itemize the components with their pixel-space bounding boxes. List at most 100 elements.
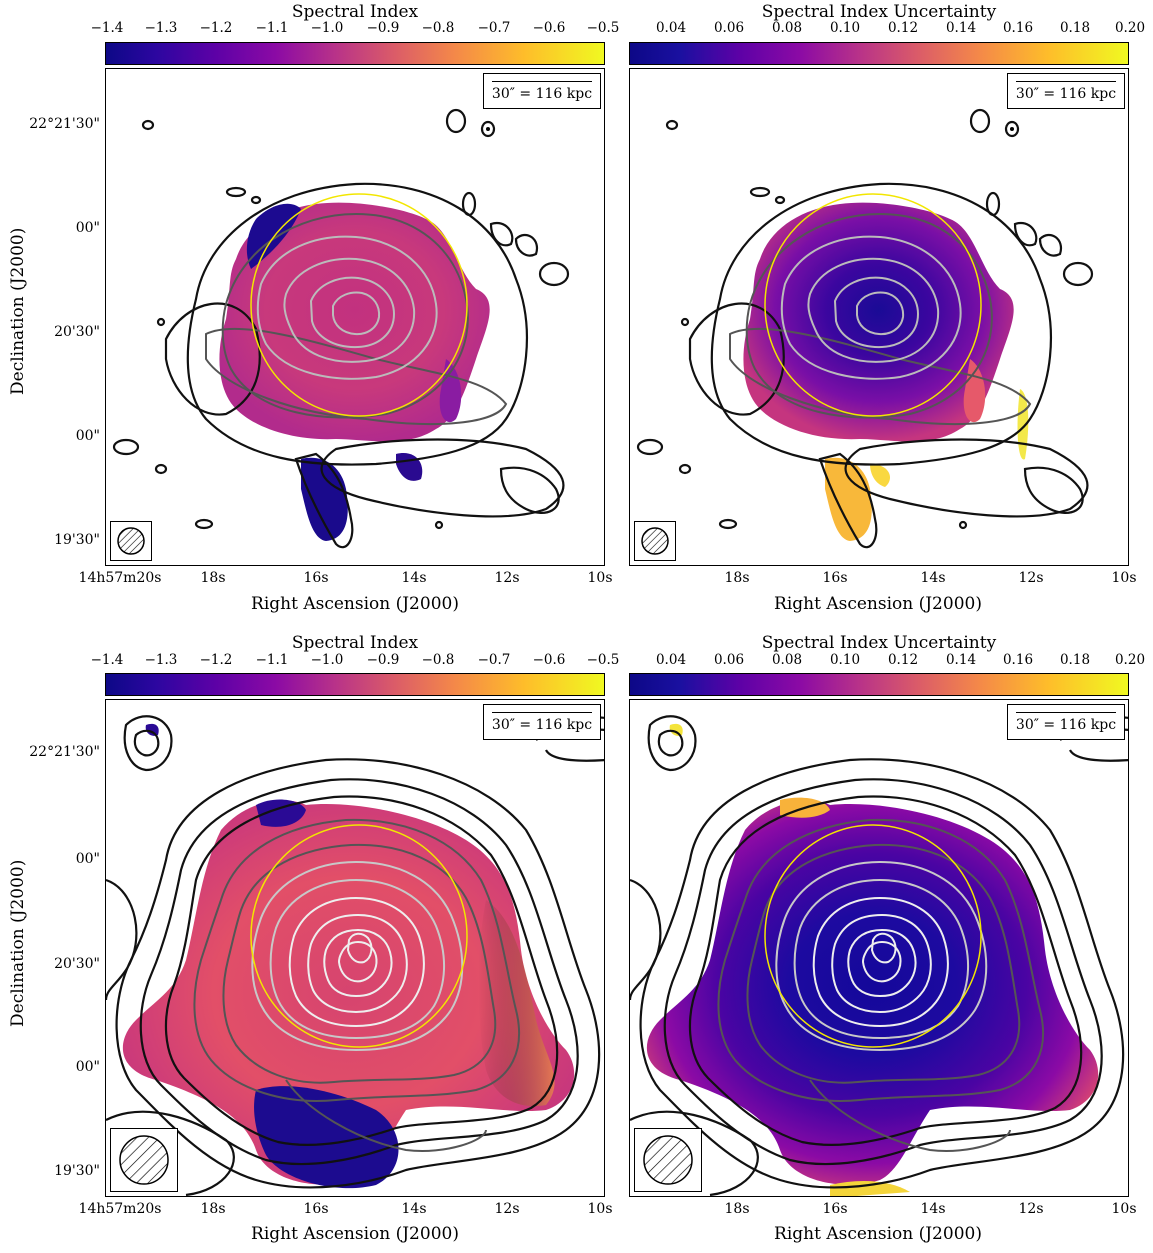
colorbar-title: Spectral Index Uncertainty bbox=[761, 2, 997, 22]
colorbar-title: Spectral Index bbox=[291, 633, 419, 653]
colorbar-tick: −1.1 bbox=[255, 20, 289, 36]
colorbar-title: Spectral Index Uncertainty bbox=[761, 633, 997, 653]
colorbar-tick: 0.12 bbox=[887, 20, 919, 36]
scale-bar: 30″ = 116 kpc bbox=[483, 73, 601, 109]
x-tick: 18s bbox=[200, 1201, 226, 1217]
y-tick: 00" bbox=[75, 851, 100, 867]
uncertainty-map bbox=[636, 108, 1094, 549]
colorbar-tick: 0.04 bbox=[655, 20, 687, 36]
colorbar-tick: −0.6 bbox=[532, 652, 566, 668]
beam-ellipse-icon bbox=[643, 1135, 693, 1185]
y-tick: 00" bbox=[75, 220, 100, 236]
colorbar-tick: 0.18 bbox=[1059, 20, 1091, 36]
colorbar-tick: 0.14 bbox=[945, 20, 977, 36]
x-tick: 14h57m20s bbox=[78, 1201, 162, 1217]
y-tick: 22°21'30" bbox=[29, 116, 100, 132]
scale-bar-label: 30″ = 116 kpc bbox=[1015, 86, 1117, 102]
colorbar-tick: −0.5 bbox=[586, 20, 620, 36]
colorbar-tick: −1.3 bbox=[144, 652, 178, 668]
x-tick: 16s bbox=[822, 1201, 848, 1217]
colorbar-tick: 0.10 bbox=[829, 20, 861, 36]
scale-bar-label: 30″ = 116 kpc bbox=[491, 717, 593, 733]
colorbar-tick: −0.9 bbox=[366, 20, 400, 36]
x-tick: 10s bbox=[1111, 570, 1137, 586]
colorbar-tick: 0.16 bbox=[1002, 652, 1034, 668]
scale-bar: 30″ = 116 kpc bbox=[1007, 704, 1125, 740]
x-tick: 16s bbox=[303, 1201, 329, 1217]
image-plot: 30″ = 116 kpc bbox=[105, 699, 605, 1197]
colorbar-tick: −1.2 bbox=[199, 652, 233, 668]
x-tick: 14s bbox=[401, 1201, 427, 1217]
colorbar-tick: −1.1 bbox=[255, 652, 289, 668]
colorbar-tick: −0.7 bbox=[477, 20, 511, 36]
beam-indicator bbox=[110, 521, 152, 561]
y-axis-title: Declination (J2000) bbox=[8, 227, 28, 395]
image-plot: 30″ = 116 kpc bbox=[105, 68, 605, 566]
colorbar-tick: 0.10 bbox=[829, 652, 861, 668]
colorbar-tick: 0.20 bbox=[1114, 20, 1146, 36]
x-tick: 10s bbox=[587, 1201, 613, 1217]
y-tick: 20'30" bbox=[54, 956, 100, 972]
scale-bar-label: 30″ = 116 kpc bbox=[491, 86, 593, 102]
colorbar-tick: −1.0 bbox=[310, 20, 344, 36]
x-axis-title: Right Ascension (J2000) bbox=[774, 594, 982, 614]
y-tick: 00" bbox=[75, 1059, 100, 1075]
colorbar-tick: 0.08 bbox=[771, 20, 803, 36]
colorbar-tick: 0.08 bbox=[771, 652, 803, 668]
y-tick: 00" bbox=[75, 428, 100, 444]
y-tick: 19'30" bbox=[54, 1163, 100, 1179]
y-tick: 19'30" bbox=[54, 532, 100, 548]
x-tick: 18s bbox=[724, 1201, 750, 1217]
colorbar-tick: 0.20 bbox=[1114, 652, 1146, 668]
x-tick: 14s bbox=[401, 570, 427, 586]
colorbar bbox=[105, 42, 605, 65]
colorbar-tick: 0.06 bbox=[713, 20, 745, 36]
x-tick: 10s bbox=[587, 570, 613, 586]
x-tick: 10s bbox=[1111, 1201, 1137, 1217]
colorbar-title: Spectral Index bbox=[291, 2, 419, 22]
colorbar-tick: −1.3 bbox=[144, 20, 178, 36]
x-tick: 12s bbox=[494, 570, 520, 586]
x-axis-title: Right Ascension (J2000) bbox=[251, 1224, 459, 1244]
colorbar-tick: −0.6 bbox=[532, 20, 566, 36]
colorbar-tick: −1.4 bbox=[90, 20, 124, 36]
x-tick: 14s bbox=[920, 1201, 946, 1217]
colorbar-tick: −0.7 bbox=[477, 652, 511, 668]
beam-ellipse-icon bbox=[119, 1135, 169, 1185]
colorbar bbox=[629, 673, 1129, 696]
colorbar-tick: 0.14 bbox=[945, 652, 977, 668]
x-tick: 14h57m20s bbox=[78, 570, 162, 586]
colorbar-tick: −0.8 bbox=[421, 20, 455, 36]
scale-bar: 30″ = 116 kpc bbox=[1007, 73, 1125, 109]
image-plot: 30″ = 116 kpc bbox=[629, 68, 1129, 566]
scale-bar-label: 30″ = 116 kpc bbox=[1015, 717, 1117, 733]
colorbar-tick: 0.16 bbox=[1002, 20, 1034, 36]
x-tick: 18s bbox=[724, 570, 750, 586]
spectral-index-map bbox=[106, 715, 604, 1196]
colorbar-tick: −1.4 bbox=[90, 652, 124, 668]
colorbar-tick: −0.9 bbox=[366, 652, 400, 668]
x-tick: 12s bbox=[494, 1201, 520, 1217]
colorbar-tick: −1.0 bbox=[310, 652, 344, 668]
beam-indicator bbox=[634, 1128, 702, 1192]
beam-ellipse-icon bbox=[117, 527, 145, 555]
beam-indicator bbox=[634, 521, 676, 561]
x-tick: 18s bbox=[200, 570, 226, 586]
colorbar bbox=[629, 42, 1129, 65]
colorbar-tick: −1.2 bbox=[199, 20, 233, 36]
colorbar-tick: 0.06 bbox=[713, 652, 745, 668]
y-tick: 20'30" bbox=[54, 324, 100, 340]
colorbar bbox=[105, 673, 605, 696]
colorbar-tick: 0.18 bbox=[1059, 652, 1091, 668]
x-axis-title: Right Ascension (J2000) bbox=[251, 594, 459, 614]
x-tick: 12s bbox=[1018, 1201, 1044, 1217]
colorbar-tick: −0.8 bbox=[421, 652, 455, 668]
x-tick: 16s bbox=[822, 570, 848, 586]
x-axis-title: Right Ascension (J2000) bbox=[774, 1224, 982, 1244]
scale-bar: 30″ = 116 kpc bbox=[483, 704, 601, 740]
beam-indicator bbox=[110, 1128, 178, 1192]
colorbar-tick: 0.04 bbox=[655, 652, 687, 668]
image-plot: 30″ = 116 kpc bbox=[629, 699, 1129, 1197]
y-tick: 22°21'30" bbox=[29, 744, 100, 760]
colorbar-tick: −0.5 bbox=[586, 652, 620, 668]
